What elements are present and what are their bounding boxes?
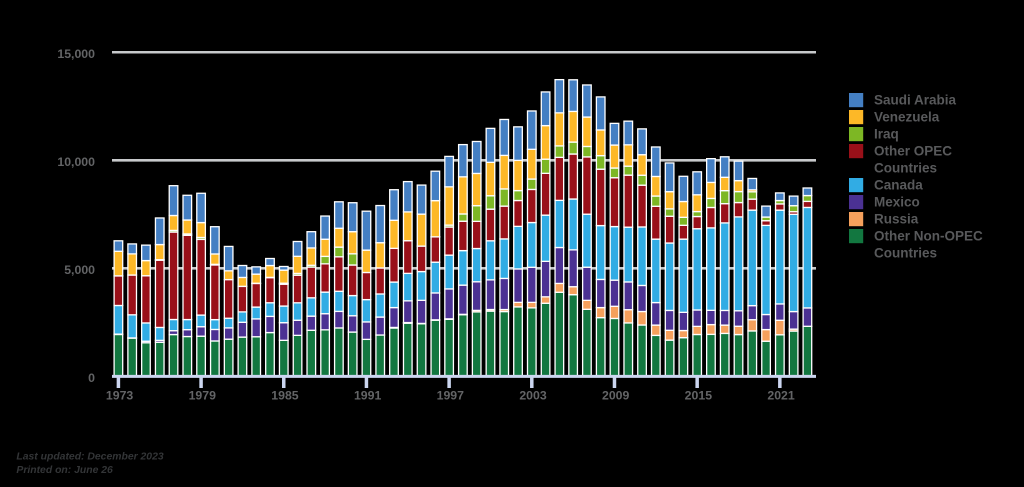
svg-text:Saudi Arabia: Saudi Arabia: [874, 93, 957, 108]
svg-text:Mexico: Mexico: [874, 195, 920, 210]
svg-text:Other OPEC: Other OPEC: [874, 144, 952, 159]
svg-text:Other Non-OPEC: Other Non-OPEC: [874, 229, 983, 244]
svg-text:1997: 1997: [437, 389, 465, 403]
svg-text:1991: 1991: [354, 389, 382, 403]
svg-text:Last updated: December 2023: Last updated: December 2023: [16, 452, 163, 463]
svg-text:2003: 2003: [519, 389, 547, 403]
svg-text:2021: 2021: [767, 389, 795, 403]
svg-text:15,000: 15,000: [57, 47, 95, 61]
svg-text:10,000: 10,000: [57, 155, 95, 169]
svg-text:1985: 1985: [271, 389, 299, 403]
svg-text:Countries: Countries: [874, 161, 937, 176]
svg-text:Canada: Canada: [874, 178, 923, 193]
svg-text:Russia: Russia: [874, 212, 919, 227]
svg-text:2015: 2015: [685, 389, 713, 403]
svg-text:1979: 1979: [189, 389, 217, 403]
svg-text:2009: 2009: [602, 389, 630, 403]
svg-text:Venezuela: Venezuela: [874, 110, 940, 125]
svg-text:Printed on: June 26: Printed on: June 26: [16, 465, 113, 476]
svg-text:Iraq: Iraq: [874, 127, 899, 142]
svg-text:1973: 1973: [106, 389, 134, 403]
svg-text:5,000: 5,000: [64, 263, 95, 277]
svg-text:0: 0: [88, 371, 95, 385]
svg-text:Countries: Countries: [874, 246, 937, 261]
